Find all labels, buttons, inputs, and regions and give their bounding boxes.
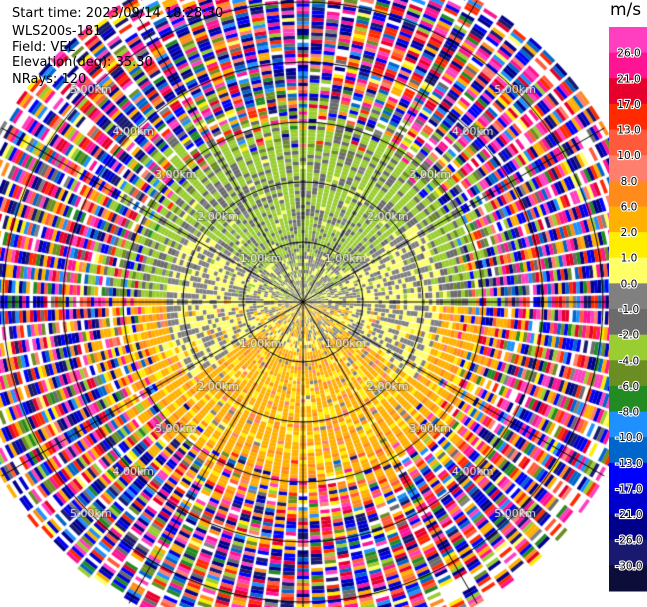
colorbar-segment	[609, 206, 647, 233]
colorbar-segment	[609, 565, 647, 592]
start-time-label: Start time: 2023/09/14 18:28:30	[12, 6, 224, 21]
colorbar-tick-label: -17.0	[615, 483, 642, 495]
colorbar-segment	[609, 539, 647, 566]
colorbar-tick-label: 6.0	[621, 201, 638, 213]
colorbar-segment	[609, 283, 647, 310]
colorbar-tick-label: -21.0	[615, 509, 642, 521]
colorbar-segment	[609, 52, 647, 79]
colorbar-segment	[609, 309, 647, 336]
colorbar-segment	[609, 360, 647, 387]
colorbar-tick-label: -4.0	[619, 355, 640, 367]
colorbar-tick-label: 2.0	[621, 227, 638, 239]
colorbar-segment	[609, 514, 647, 541]
colorbar-segment	[609, 385, 647, 413]
colorbar-tick-label: -1.0	[619, 304, 640, 316]
colorbar-tick-label: 1.0	[621, 253, 638, 265]
colorbar-segment	[609, 129, 647, 156]
colorbar-tick-label: -30.0	[615, 560, 642, 572]
colorbar-segment	[609, 27, 647, 54]
colorbar-tick-label: -26.0	[615, 535, 642, 547]
colorbar-tick-label: -13.0	[615, 458, 642, 470]
instrument-label: WLS200s-181	[12, 24, 102, 39]
colorbar-segment	[609, 180, 647, 207]
nrays-label: NRays: 120	[12, 72, 87, 87]
colorbar-segment	[609, 103, 647, 131]
colorbar-tick-label: -6.0	[619, 381, 640, 393]
colorbar-tick-label: 13.0	[617, 125, 640, 137]
colorbar-segment	[609, 78, 647, 105]
colorbar-segment	[609, 462, 647, 489]
field-label: Field: VEL	[12, 40, 75, 55]
elevation-label: Elevation(deg): 35.30	[12, 55, 153, 70]
colorbar-unit: m/s	[610, 0, 642, 20]
colorbar-segment	[609, 257, 647, 284]
field-value: VEL	[50, 40, 75, 55]
nrays-value: 120	[61, 72, 87, 87]
colorbar-tick-label: 10.0	[617, 150, 640, 162]
colorbar-segment	[609, 155, 647, 182]
colorbar-tick-label: -10.0	[615, 432, 642, 444]
colorbar-tick-label: 8.0	[621, 176, 638, 188]
colorbar-tick-label: 0.0	[621, 278, 638, 290]
colorbar-tick-label: -8.0	[619, 407, 640, 419]
colorbar-tick-label: -2.0	[619, 330, 640, 342]
colorbar-segment	[609, 411, 647, 438]
colorbar-tick-label: 21.0	[617, 73, 640, 85]
start-time-value: 2023/09/14 18:28:30	[85, 6, 224, 21]
colorbar-tick-label: 17.0	[617, 99, 640, 111]
colorbar-segment	[609, 437, 647, 464]
colorbar-segment	[609, 488, 647, 515]
colorbar-tick-label: 26.0	[617, 48, 640, 60]
colorbar-segment	[609, 232, 647, 259]
colorbar-segment	[609, 334, 647, 361]
colorbar: 26.0 21.0 17.0 13.0 10.0 8.0 6.0 2.0 1.0 0.0 -1.0 -…	[609, 27, 647, 592]
elevation-value: 35.30	[115, 55, 153, 70]
